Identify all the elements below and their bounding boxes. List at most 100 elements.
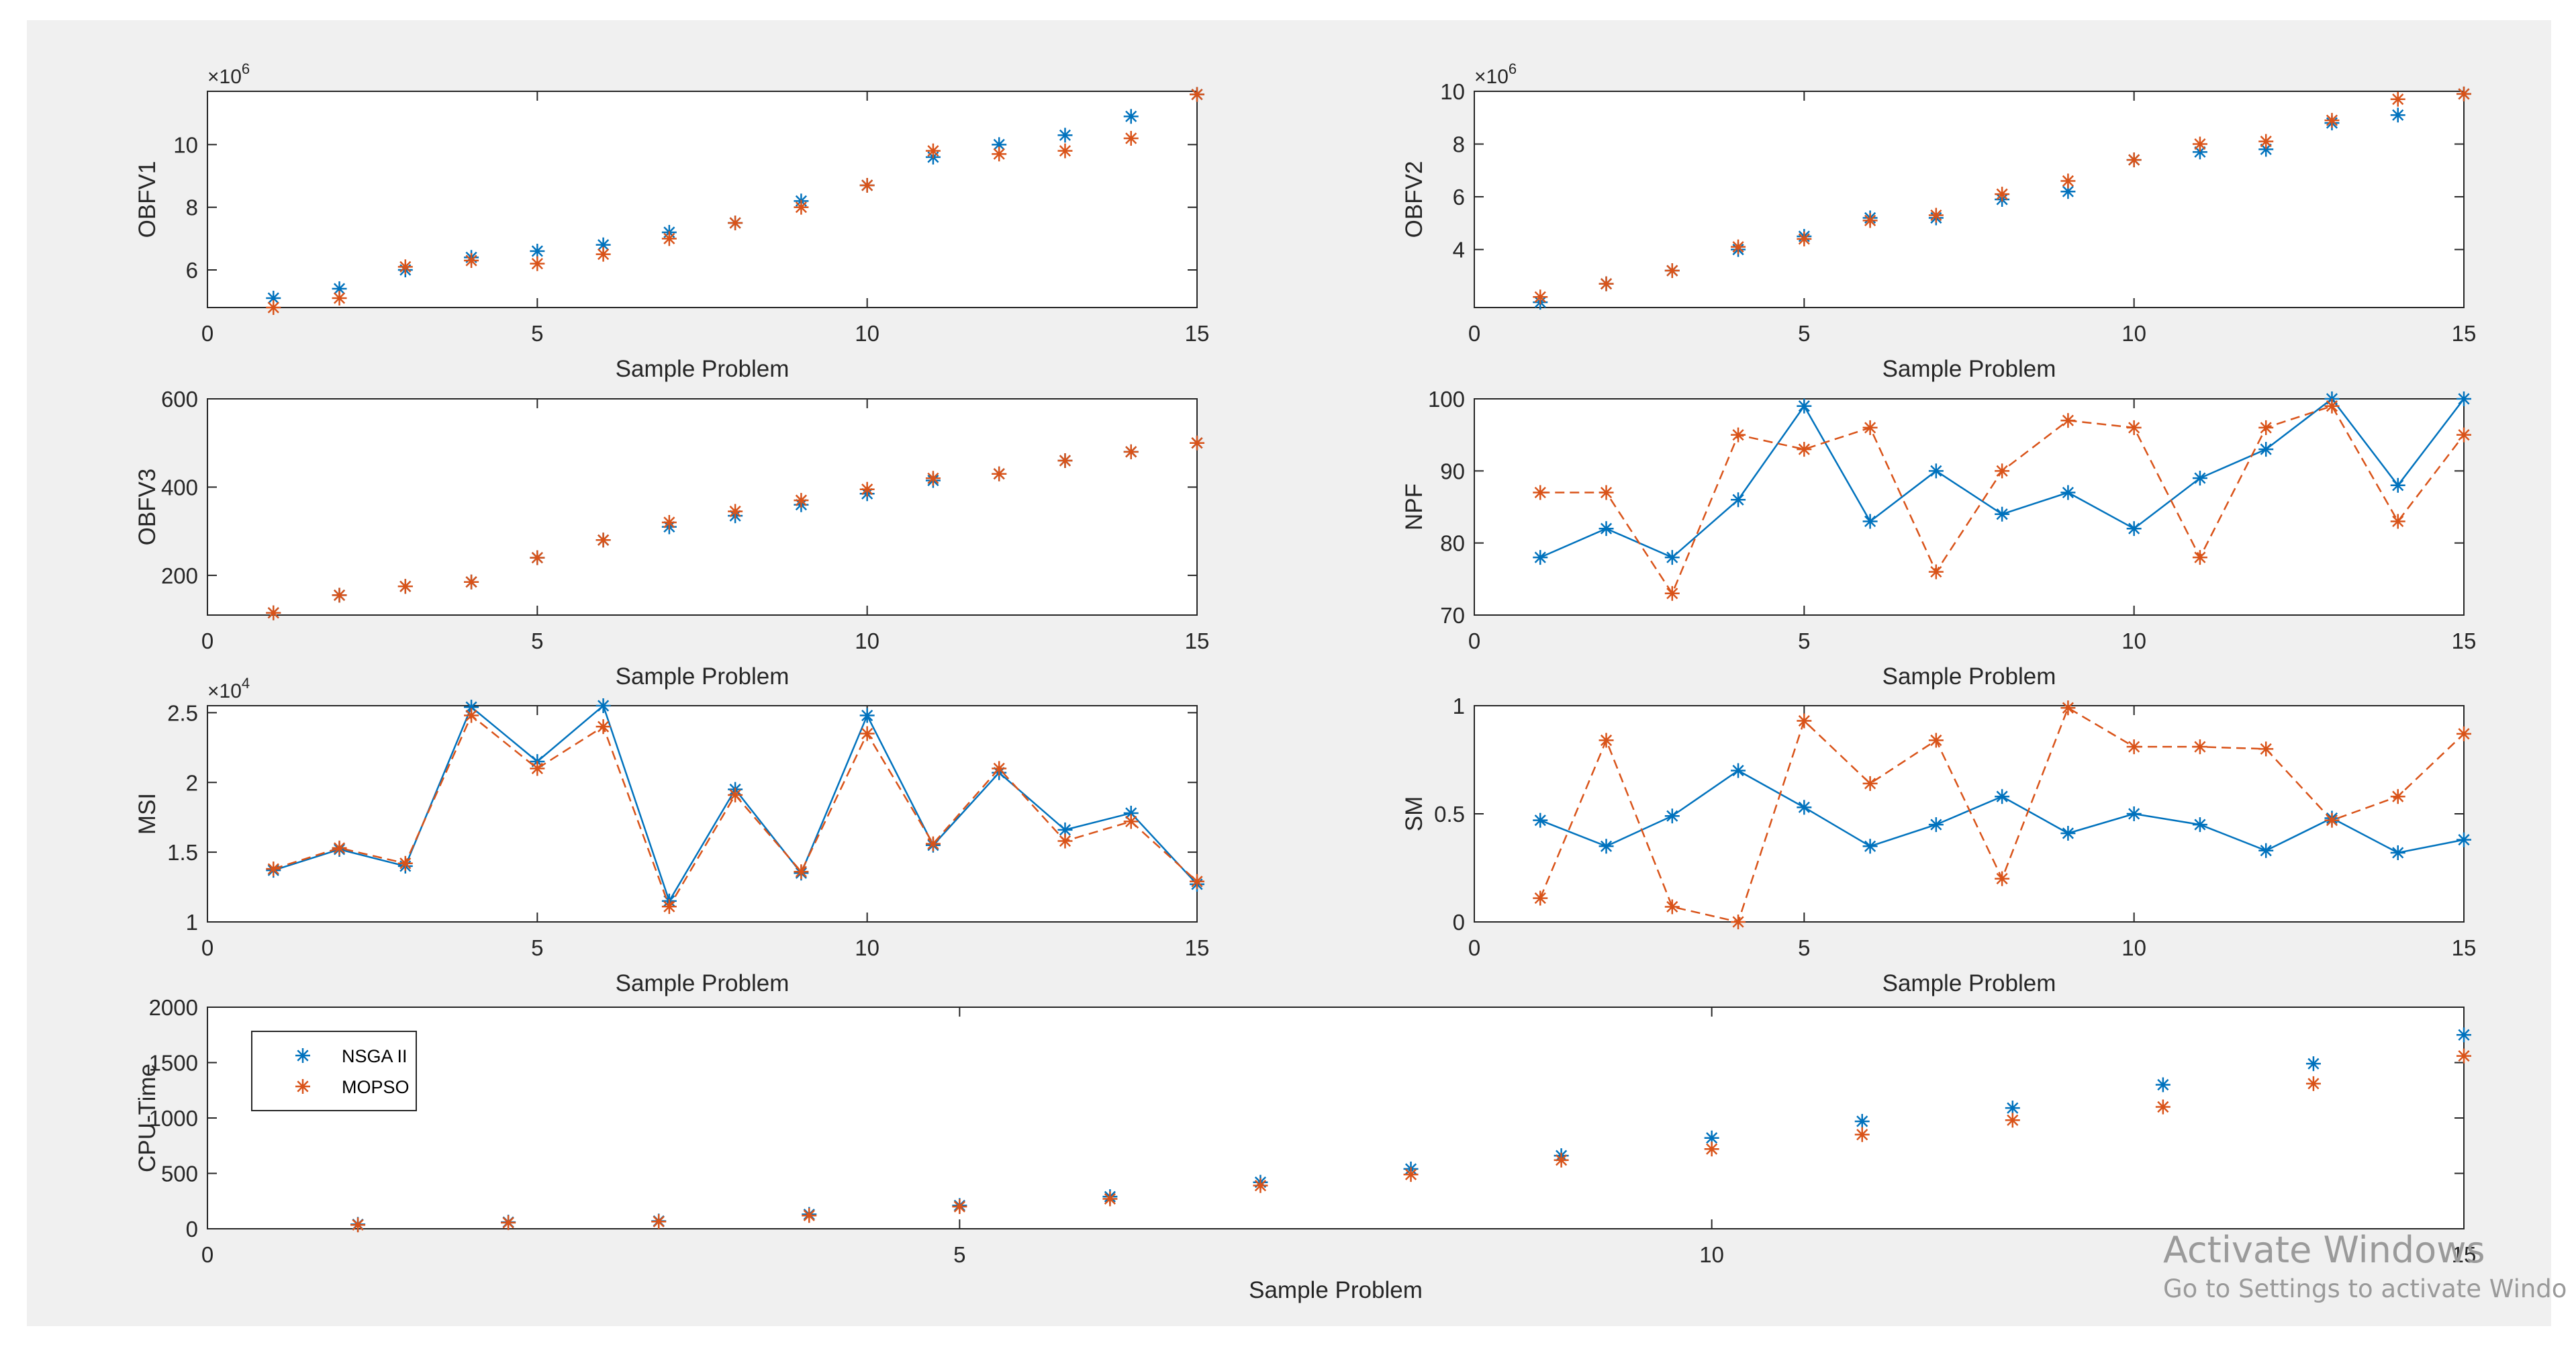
msi-xlabel: Sample Problem — [616, 970, 790, 996]
sm-mopso-marker — [1862, 776, 1878, 791]
cpu-mopso-marker — [350, 1217, 366, 1233]
obfv2-mopso-marker — [1928, 207, 1944, 223]
obfv1-mopso-marker — [464, 253, 479, 268]
cpu-nsga-marker — [2155, 1077, 2170, 1092]
obfv3-y-tick-label: 400 — [161, 475, 198, 500]
msi-mopso-marker — [992, 761, 1007, 776]
obfv2-nsga-marker — [2390, 107, 2405, 123]
cpu-y-tick-label: 0 — [186, 1217, 198, 1242]
npf-mopso-marker — [2390, 514, 2405, 529]
npf-nsga-marker — [2126, 521, 2142, 536]
sm-y-tick-label: 0 — [1453, 910, 1465, 935]
msi-exponent-label: ×104 — [207, 675, 250, 702]
subplot-npf: 0 5 10 15 70 80 90 100 Sample Problem NPF — [1401, 387, 2476, 690]
subplot-obfv2: 0 5 10 15 4 6 8 10 ×106 Sample Problem OBFV2 — [1401, 60, 2476, 382]
msi-plot-area — [207, 705, 1198, 923]
obfv2-mopso-marker — [2060, 173, 2076, 189]
obfv1-nsga-marker — [595, 237, 611, 252]
obfv1-x-tick-label: 15 — [1185, 321, 1210, 346]
npf-mopso-marker — [1731, 427, 1746, 442]
npf-mopso-marker — [2456, 427, 2471, 442]
obfv3-mopso-marker — [332, 588, 347, 603]
obfv2-mopso-marker — [2456, 86, 2471, 101]
cpu-y-tick-label: 1500 — [149, 1051, 198, 1076]
cpu-x-tick-label: 5 — [953, 1242, 965, 1267]
obfv1-x-tick-label: 10 — [855, 321, 879, 346]
sm-nsga-marker — [2126, 806, 2142, 821]
obfv1-mopso-marker — [661, 231, 677, 246]
msi-y-tick-label: 2.5 — [167, 700, 198, 725]
legend: NSGA II MOPSO — [251, 1031, 417, 1111]
obfv3-mopso-marker — [266, 605, 281, 620]
npf-ylabel: NPF — [1401, 483, 1427, 530]
obfv2-mopso-marker — [1533, 289, 1548, 305]
npf-plot-area — [1474, 398, 2465, 616]
cpu-ylabel: CPU-Time — [134, 1064, 160, 1172]
sm-nsga-marker — [1533, 812, 1548, 828]
obfv2-exponent-label: ×106 — [1474, 60, 1517, 88]
obfv2-mopso-marker — [2390, 91, 2405, 107]
cpu-mopso-marker — [2456, 1048, 2471, 1064]
msi-x-tick-label: 0 — [201, 935, 213, 960]
npf-x-tick-label: 5 — [1798, 628, 1810, 653]
obfv2-mopso-marker — [2126, 152, 2142, 168]
obfv1-nsga-marker — [530, 244, 545, 259]
obfv2-mopso-marker — [1862, 213, 1878, 228]
msi-mopso-marker — [266, 861, 281, 877]
obfv1-mopso-marker — [332, 291, 347, 306]
msi-nsga-marker — [859, 708, 875, 723]
sm-y-tick-label: 1 — [1453, 694, 1465, 718]
npf-mopso-marker — [1664, 586, 1680, 601]
obfv3-ylabel: OBFV3 — [134, 469, 160, 546]
npf-mopso-marker — [1533, 485, 1548, 500]
obfv1-plot-area — [207, 91, 1198, 308]
sm-x-tick-label: 10 — [2121, 935, 2146, 960]
cpu-plot-area — [207, 1007, 2465, 1229]
cpu-x-tick-label: 10 — [1699, 1242, 1724, 1267]
npf-x-tick-label: 0 — [1468, 628, 1480, 653]
npf-mopso-marker — [2324, 398, 2340, 414]
npf-nsga-marker — [1731, 492, 1746, 508]
sm-nsga-marker — [1599, 839, 1614, 854]
obfv3-mopso-marker — [794, 493, 809, 508]
msi-ylabel: MSI — [134, 793, 160, 835]
obfv1-y-tick-label: 8 — [186, 195, 198, 220]
obfv1-nsga-marker — [1123, 109, 1139, 124]
obfv1-mopso-marker — [859, 178, 875, 193]
obfv1-mopso-marker — [925, 143, 941, 158]
obfv1-mopso-marker — [397, 259, 413, 275]
obfv3-mopso-marker — [595, 532, 611, 548]
obfv3-mopso-marker — [992, 466, 1007, 481]
cpu-y-tick-label: 1000 — [149, 1106, 198, 1131]
obfv1-mopso-marker — [266, 300, 281, 315]
obfv1-y-tick-label: 10 — [173, 132, 198, 157]
cpu-mopso-marker — [1403, 1167, 1419, 1182]
sm-ylabel: SM — [1401, 796, 1427, 832]
obfv3-x-tick-label: 0 — [201, 628, 213, 653]
obfv3-mopso-marker — [397, 579, 413, 594]
msi-x-tick-label: 15 — [1185, 935, 1210, 960]
sm-mopso-marker — [2126, 739, 2142, 755]
obfv1-mopso-marker — [794, 199, 809, 215]
cpu-nsga-marker — [1854, 1113, 1870, 1129]
sm-nsga-marker — [2456, 832, 2471, 847]
sm-x-tick-label: 15 — [2452, 935, 2477, 960]
obfv3-xlabel: Sample Problem — [616, 663, 790, 690]
npf-nsga-marker — [2390, 477, 2405, 493]
obfv1-y-tick-label: 6 — [186, 258, 198, 283]
obfv2-mopso-marker — [2324, 113, 2340, 128]
npf-nsga-marker — [1599, 521, 1614, 536]
obfv2-xlabel: Sample Problem — [1882, 356, 2056, 382]
legend-label-mopso: MOPSO — [342, 1077, 410, 1097]
sm-mopso-marker — [2060, 700, 2076, 716]
cpu-mopso-marker — [2155, 1099, 2170, 1115]
npf-nsga-marker — [2456, 391, 2471, 406]
npf-nsga-marker — [1995, 506, 2010, 522]
npf-mopso-marker — [1995, 463, 2010, 479]
sm-nsga-marker — [1664, 808, 1680, 824]
obfv3-mopso-marker — [1057, 453, 1073, 468]
sm-mopso-marker — [1797, 713, 1812, 729]
sm-nsga-marker — [2060, 825, 2076, 841]
sm-nsga-marker — [1995, 789, 2010, 804]
npf-y-tick-label: 100 — [1428, 387, 1465, 412]
